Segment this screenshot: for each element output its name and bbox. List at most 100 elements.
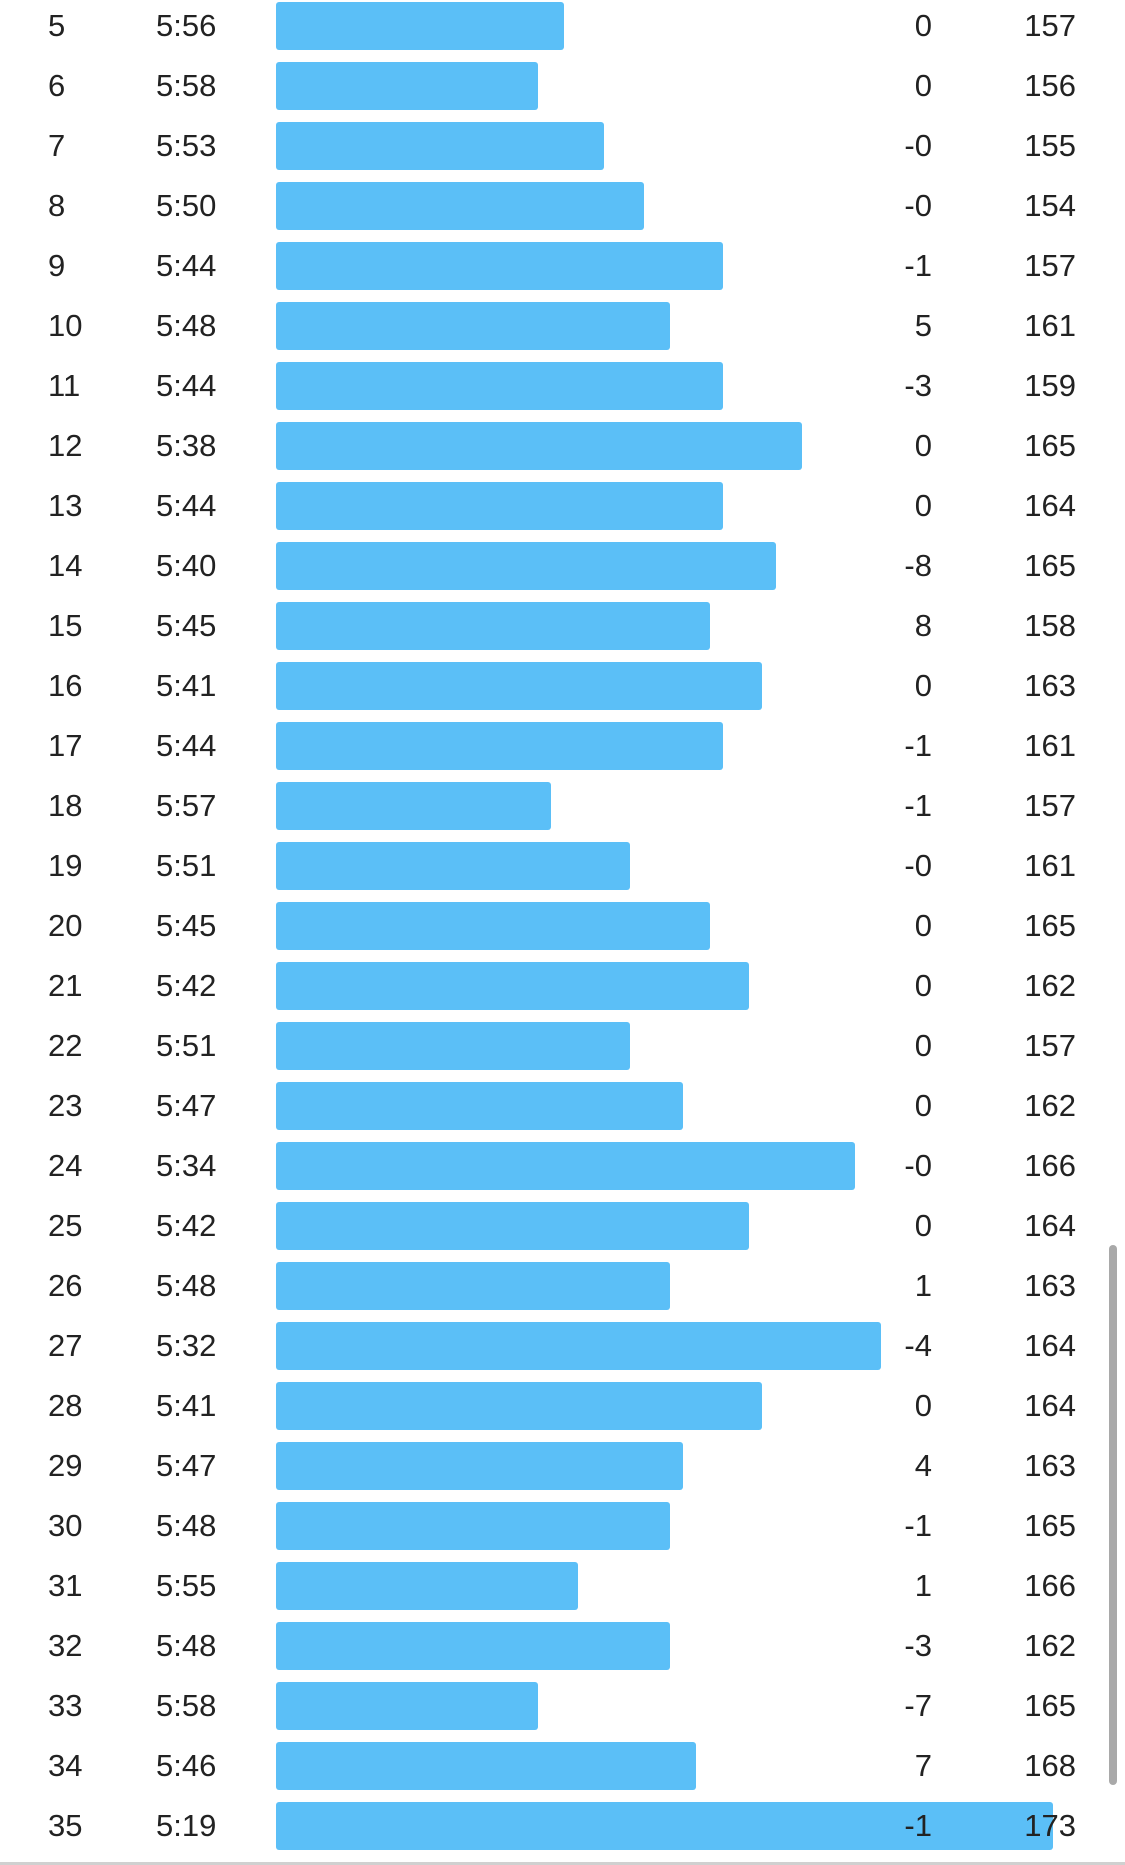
split-elevation: -1 [904, 1808, 932, 1843]
split-km: 22 [48, 1028, 83, 1063]
split-heart-rate: 155 [1024, 128, 1076, 163]
split-heart-rate: 163 [1024, 1268, 1076, 1303]
pace-bar [276, 542, 776, 590]
split-heart-rate: 161 [1024, 848, 1076, 883]
pace-bar [276, 1142, 855, 1190]
split-row[interactable]: 12 5:38 0 165 [0, 416, 1125, 476]
split-row[interactable]: 28 5:41 0 164 [0, 1376, 1125, 1436]
split-row[interactable]: 33 5:58 -7 165 [0, 1676, 1125, 1736]
split-heart-rate: 165 [1024, 1508, 1076, 1543]
split-row[interactable]: 18 5:57 -1 157 [0, 776, 1125, 836]
split-row[interactable]: 32 5:48 -3 162 [0, 1616, 1125, 1676]
split-km: 21 [48, 968, 83, 1003]
split-heart-rate: 154 [1024, 188, 1076, 223]
split-row[interactable]: 24 5:34 -0 166 [0, 1136, 1125, 1196]
split-pace: 5:51 [156, 1028, 217, 1063]
split-row[interactable]: 6 5:58 0 156 [0, 56, 1125, 116]
split-row[interactable]: 9 5:44 -1 157 [0, 236, 1125, 296]
split-pace: 5:19 [156, 1808, 217, 1843]
split-heart-rate: 162 [1024, 1628, 1076, 1663]
split-elevation: -8 [904, 548, 932, 583]
split-heart-rate: 156 [1024, 68, 1076, 103]
split-km: 31 [48, 1568, 83, 1603]
split-elevation: 0 [914, 8, 932, 43]
split-elevation: -1 [904, 788, 932, 823]
pace-bar [276, 1022, 630, 1070]
split-elevation: -4 [904, 1328, 932, 1363]
split-elevation: 0 [914, 68, 932, 103]
split-pace: 5:41 [156, 668, 217, 703]
split-row[interactable]: 19 5:51 -0 161 [0, 836, 1125, 896]
split-heart-rate: 161 [1024, 308, 1076, 343]
split-elevation: -0 [904, 188, 932, 223]
split-pace: 5:48 [156, 1508, 217, 1543]
split-row[interactable]: 17 5:44 -1 161 [0, 716, 1125, 776]
split-elevation: 0 [914, 1088, 932, 1123]
split-pace: 5:47 [156, 1448, 217, 1483]
split-row[interactable]: 21 5:42 0 162 [0, 956, 1125, 1016]
split-row[interactable]: 14 5:40 -8 165 [0, 536, 1125, 596]
split-elevation: 7 [914, 1748, 932, 1783]
split-elevation: -1 [904, 248, 932, 283]
bottom-divider [0, 1862, 1125, 1865]
split-row[interactable]: 5 5:56 0 157 [0, 0, 1125, 56]
pace-bar [276, 782, 551, 830]
split-pace: 5:56 [156, 8, 217, 43]
split-row[interactable]: 15 5:45 8 158 [0, 596, 1125, 656]
split-row[interactable]: 20 5:45 0 165 [0, 896, 1125, 956]
split-row[interactable]: 34 5:46 7 168 [0, 1736, 1125, 1796]
split-row[interactable]: 7 5:53 -0 155 [0, 116, 1125, 176]
pace-bar [276, 1742, 696, 1790]
split-row[interactable]: 25 5:42 0 164 [0, 1196, 1125, 1256]
split-pace: 5:45 [156, 608, 217, 643]
split-km: 7 [48, 128, 66, 163]
split-row[interactable]: 35 5:19 -1 173 [0, 1796, 1125, 1856]
pace-bar [276, 1682, 538, 1730]
split-row[interactable]: 31 5:55 1 166 [0, 1556, 1125, 1616]
split-row[interactable]: 29 5:47 4 163 [0, 1436, 1125, 1496]
split-km: 17 [48, 728, 83, 763]
split-pace: 5:58 [156, 68, 217, 103]
split-row[interactable]: 26 5:48 1 163 [0, 1256, 1125, 1316]
split-pace: 5:48 [156, 1268, 217, 1303]
split-heart-rate: 162 [1024, 968, 1076, 1003]
pace-bar [276, 1202, 749, 1250]
split-pace: 5:58 [156, 1688, 217, 1723]
split-row[interactable]: 27 5:32 -4 164 [0, 1316, 1125, 1376]
split-elevation: -0 [904, 128, 932, 163]
split-row[interactable]: 23 5:47 0 162 [0, 1076, 1125, 1136]
pace-bar [276, 302, 670, 350]
split-pace: 5:44 [156, 368, 217, 403]
split-km: 13 [48, 488, 83, 523]
pace-bar [276, 242, 723, 290]
split-row[interactable]: 8 5:50 -0 154 [0, 176, 1125, 236]
pace-bar [276, 1082, 683, 1130]
split-pace: 5:51 [156, 848, 217, 883]
split-pace: 5:42 [156, 968, 217, 1003]
split-heart-rate: 165 [1024, 548, 1076, 583]
split-row[interactable]: 13 5:44 0 164 [0, 476, 1125, 536]
pace-bar [276, 2, 564, 50]
split-km: 24 [48, 1148, 83, 1183]
split-pace: 5:48 [156, 308, 217, 343]
pace-bar [276, 1502, 670, 1550]
split-km: 18 [48, 788, 83, 823]
split-km: 29 [48, 1448, 83, 1483]
split-heart-rate: 164 [1024, 1208, 1076, 1243]
split-row[interactable]: 11 5:44 -3 159 [0, 356, 1125, 416]
split-km: 34 [48, 1748, 83, 1783]
split-heart-rate: 161 [1024, 728, 1076, 763]
split-elevation: 1 [914, 1568, 932, 1603]
split-row[interactable]: 22 5:51 0 157 [0, 1016, 1125, 1076]
split-row[interactable]: 16 5:41 0 163 [0, 656, 1125, 716]
split-pace: 5:48 [156, 1628, 217, 1663]
scrollbar-thumb[interactable] [1109, 1245, 1117, 1785]
split-elevation: 8 [914, 608, 932, 643]
split-pace: 5:50 [156, 188, 217, 223]
split-km: 12 [48, 428, 83, 463]
split-row[interactable]: 30 5:48 -1 165 [0, 1496, 1125, 1556]
split-elevation: -0 [904, 848, 932, 883]
split-row[interactable]: 10 5:48 5 161 [0, 296, 1125, 356]
split-km: 9 [48, 248, 66, 283]
